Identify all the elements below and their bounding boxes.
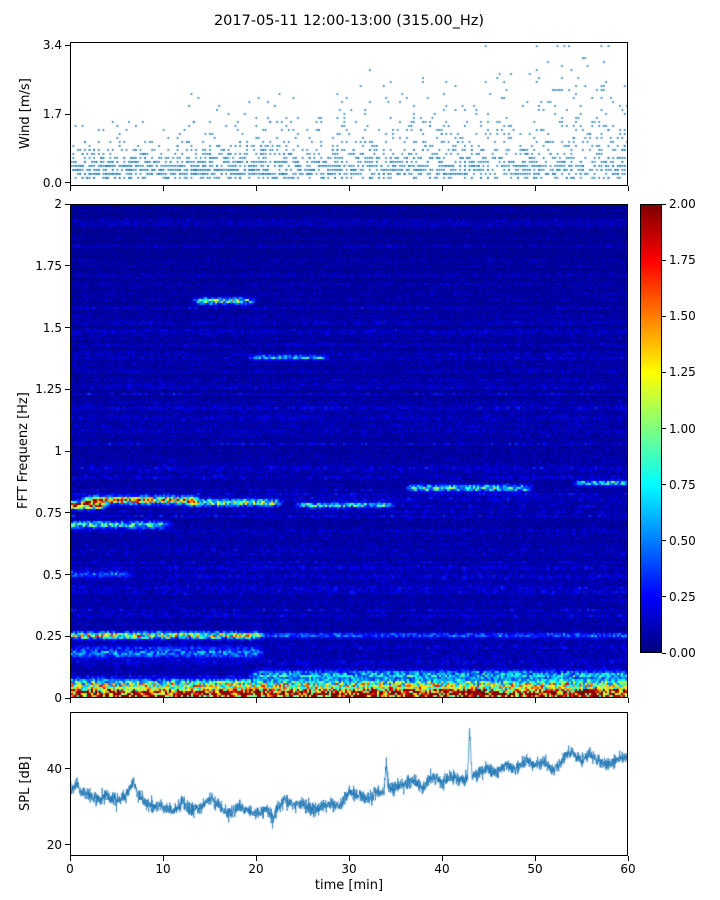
x-tick xyxy=(162,698,164,703)
colorbar-tick-label: 0.50 xyxy=(669,533,696,548)
spectrogram-ytick xyxy=(65,450,70,452)
spl-plot xyxy=(70,712,628,856)
x-tick-label: 60 xyxy=(620,862,636,876)
x-tick-label: 0 xyxy=(66,862,74,876)
x-tick xyxy=(627,856,629,861)
wind-ytick xyxy=(65,113,70,115)
spectrogram-ytick-label: 2 xyxy=(54,197,62,211)
wind-plot xyxy=(70,42,628,186)
x-tick xyxy=(69,186,71,191)
spectrogram-ytick-label: 1.25 xyxy=(35,382,62,397)
spl-ytick-label: 40 xyxy=(46,761,62,776)
x-tick xyxy=(162,856,164,861)
spl-ytick xyxy=(65,844,70,846)
colorbar-tick xyxy=(662,596,666,598)
x-tick-label: 40 xyxy=(434,862,450,876)
x-tick xyxy=(441,698,443,703)
spl-ytick xyxy=(65,768,70,770)
colorbar-tick xyxy=(662,371,666,373)
spectrogram-ytick-label: 1.75 xyxy=(35,258,62,273)
spectrogram-ytick-label: 0.75 xyxy=(35,505,62,520)
wind-ytick-label: 0.0 xyxy=(42,175,62,190)
spl-ytick-label: 20 xyxy=(46,837,62,852)
colorbar-tick-label: 2.00 xyxy=(669,197,696,211)
figure-title: 2017-05-11 12:00-13:00 (315.00_Hz) xyxy=(213,13,485,29)
spectrogram-ytick xyxy=(65,388,70,390)
colorbar-tick-label: 1.75 xyxy=(669,253,696,268)
spectrogram-ytick xyxy=(65,697,70,699)
x-tick xyxy=(348,186,350,191)
x-tick-label: 50 xyxy=(527,862,543,876)
wind-ytick-label: 1.7 xyxy=(42,107,62,121)
spectrogram-ytick-label: 1.5 xyxy=(42,320,62,335)
colorbar-tick xyxy=(662,428,666,429)
x-tick xyxy=(162,186,164,191)
x-tick xyxy=(255,698,257,703)
spectrogram-plot xyxy=(70,204,628,698)
colorbar-tick xyxy=(662,259,666,261)
colorbar-canvas xyxy=(641,205,661,652)
spectrogram-ytick xyxy=(65,512,70,514)
x-tick xyxy=(348,856,350,861)
x-tick-label: 20 xyxy=(248,862,264,876)
colorbar-tick-label: 0.00 xyxy=(669,646,696,660)
spl-y-axis-label: SPL [dB] xyxy=(18,756,33,812)
spectrogram-ytick xyxy=(65,203,70,205)
x-tick xyxy=(627,698,629,703)
x-axis-label: time [min] xyxy=(314,878,384,893)
colorbar xyxy=(640,204,662,653)
colorbar-tick xyxy=(662,540,666,542)
colorbar-tick xyxy=(662,484,666,486)
spl-line-canvas xyxy=(71,713,627,855)
x-tick xyxy=(441,186,443,191)
x-tick xyxy=(348,698,350,703)
spectrogram-canvas xyxy=(71,205,627,697)
wind-ytick-label: 3.4 xyxy=(42,38,62,53)
colorbar-tick-label: 0.25 xyxy=(669,589,696,604)
spectrogram-ytick xyxy=(65,574,70,575)
x-tick xyxy=(69,698,71,703)
x-tick xyxy=(441,856,443,861)
colorbar-tick xyxy=(662,652,666,654)
x-tick-label: 30 xyxy=(341,862,357,876)
x-tick xyxy=(255,856,257,861)
colorbar-tick-label: 1.00 xyxy=(669,421,696,436)
spectrogram-ytick-label: 0.25 xyxy=(35,629,62,644)
wind-ytick xyxy=(65,44,70,46)
x-tick xyxy=(627,186,629,191)
wind-scatter-canvas xyxy=(71,43,627,185)
spectrogram-ytick-label: 0.5 xyxy=(42,567,62,582)
spectrogram-ytick-label: 1 xyxy=(54,444,62,458)
colorbar-tick xyxy=(662,203,666,205)
spectrogram-ytick xyxy=(65,265,70,267)
x-tick xyxy=(534,856,536,861)
spectrogram-ytick xyxy=(65,635,70,637)
spectrogram-ytick xyxy=(65,327,70,328)
wind-ytick xyxy=(65,182,70,184)
x-tick xyxy=(534,186,536,191)
colorbar-tick xyxy=(662,315,666,317)
colorbar-tick-label: 1.50 xyxy=(669,309,696,324)
colorbar-tick-label: 1.25 xyxy=(669,365,696,380)
spectrogram-ytick-label: 0 xyxy=(54,691,62,705)
colorbar-tick-label: 0.75 xyxy=(669,477,696,492)
x-tick-label: 10 xyxy=(155,862,171,876)
x-tick xyxy=(255,186,257,191)
x-tick xyxy=(534,698,536,703)
x-tick xyxy=(69,856,71,861)
